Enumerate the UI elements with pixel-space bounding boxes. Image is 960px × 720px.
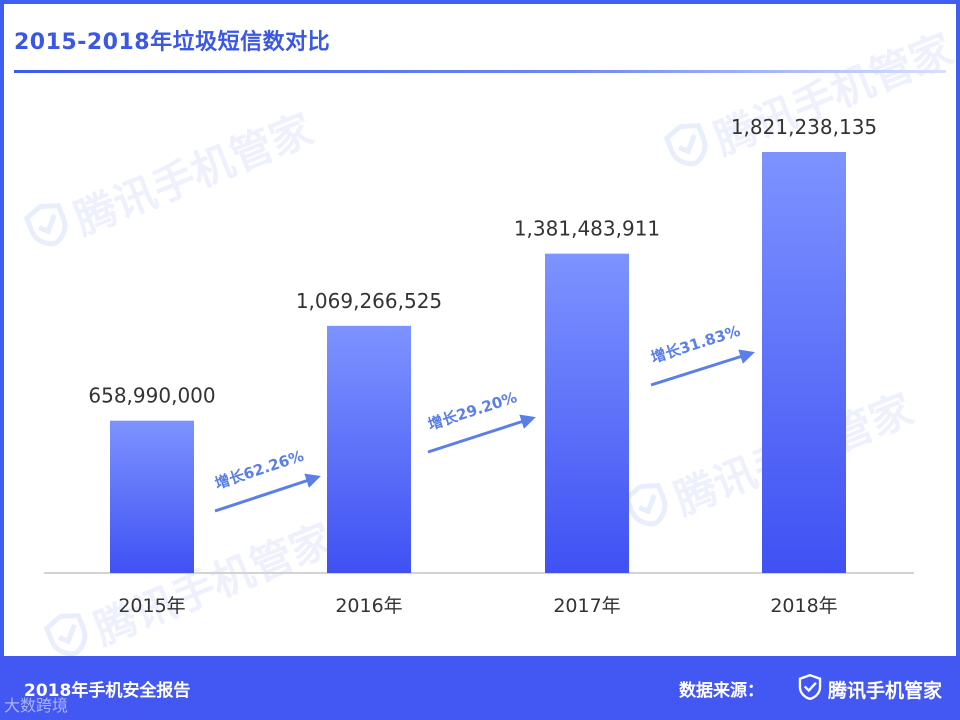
bar-2016年 <box>327 325 411 573</box>
growth-arrow <box>214 473 321 513</box>
bar-2017年 <box>545 253 629 573</box>
chart-title: 2015-2018年垃圾短信数对比 <box>14 30 331 55</box>
bar-2015年 <box>110 420 194 573</box>
growth-arrow <box>427 414 536 454</box>
credit-watermark: 大数跨境 <box>4 696 69 715</box>
source-label: 数据来源： <box>679 681 764 701</box>
title-underline <box>14 70 946 73</box>
category-tick-label: 2018年 <box>770 595 837 617</box>
footer-bar: 2018年手机安全报告 大数跨境 数据来源： 腾讯手机管家 <box>0 656 960 720</box>
report-name: 2018年手机安全报告 <box>24 681 191 701</box>
value-label: 1,821,238,135 <box>731 115 877 139</box>
category-tick-label: 2016年 <box>335 595 402 617</box>
value-label: 1,069,266,525 <box>296 289 442 313</box>
bar-chart: 658,990,000 2015年 1,069,266,525 2016年 1,381,… <box>44 115 914 617</box>
value-label: 658,990,000 <box>88 384 215 408</box>
shield-check-icon <box>798 673 822 705</box>
category-tick-label: 2015年 <box>118 595 185 617</box>
bar-2018年 <box>762 152 846 573</box>
brand: 腾讯手机管家 <box>798 673 942 705</box>
growth-arrow <box>650 349 755 387</box>
value-label: 1,381,483,911 <box>514 217 660 241</box>
brand-name: 腾讯手机管家 <box>827 680 942 702</box>
category-tick-label: 2017年 <box>553 595 620 617</box>
